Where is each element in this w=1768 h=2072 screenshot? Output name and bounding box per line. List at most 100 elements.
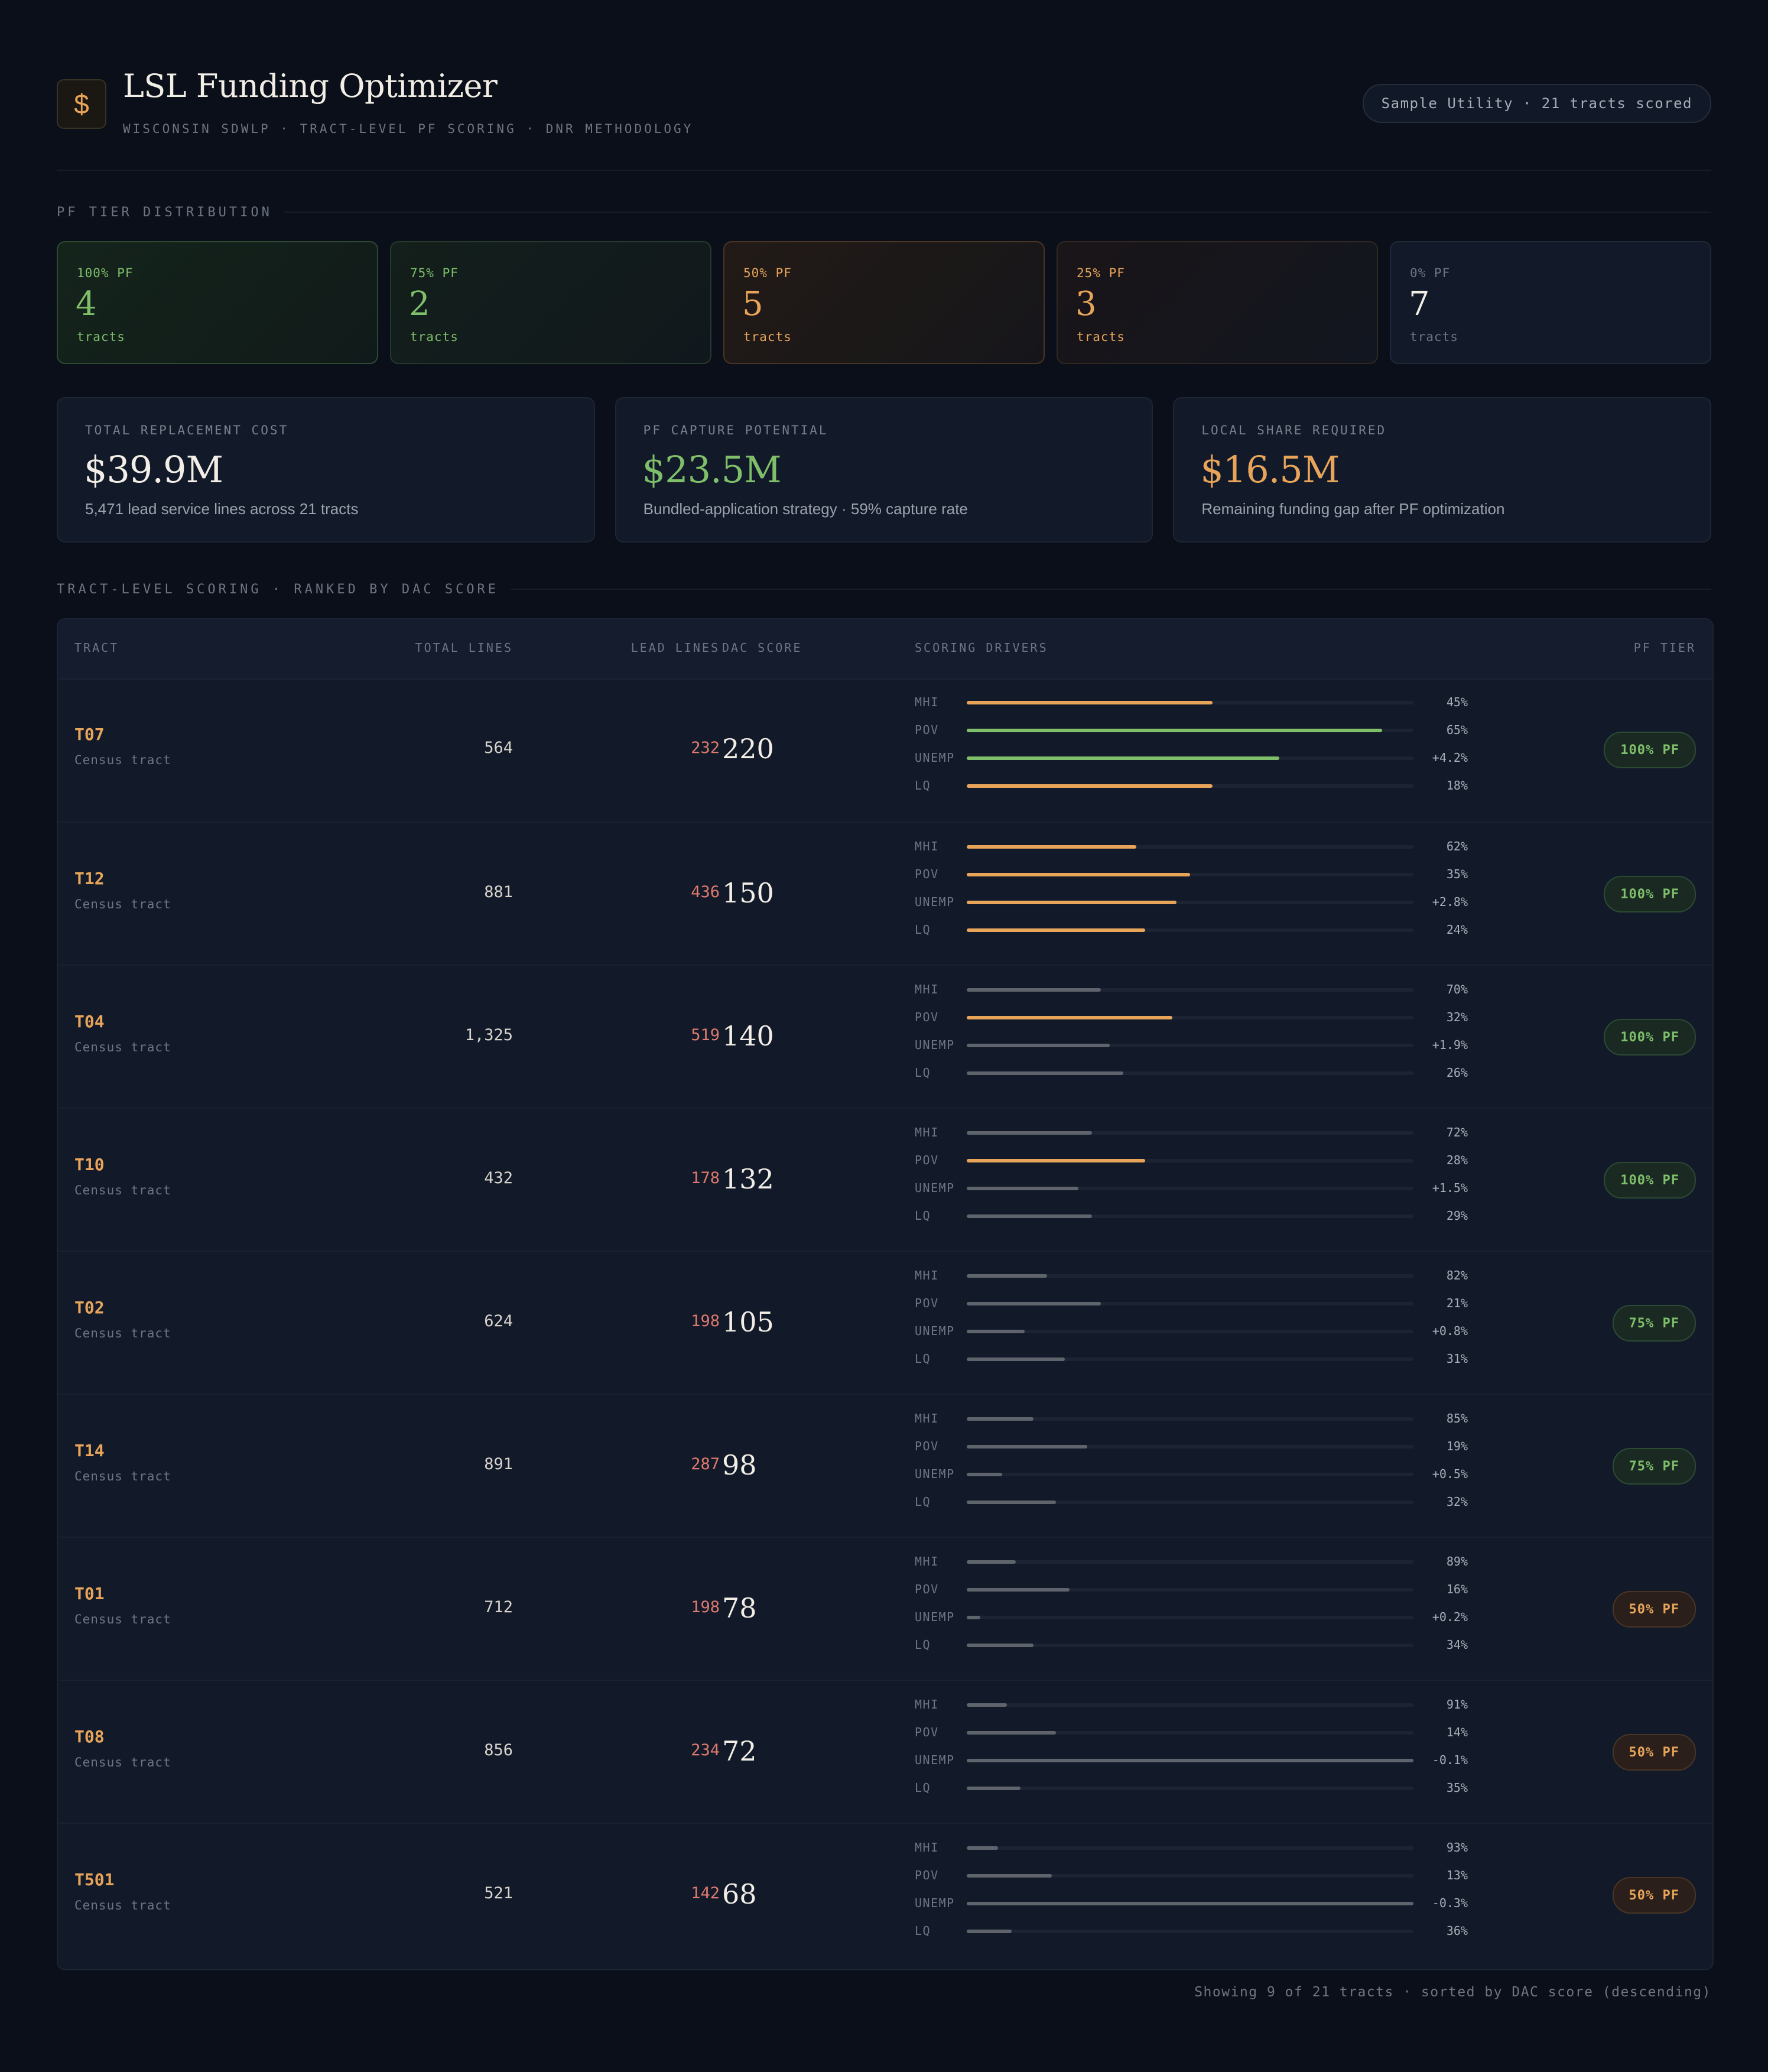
scoring-driver-pov: POV 16%: [915, 1581, 1506, 1599]
tract-subtitle: Census tract: [74, 897, 171, 911]
driver-bar-track: [967, 988, 1413, 992]
tract-id[interactable]: T12: [74, 869, 105, 888]
tract-id[interactable]: T02: [74, 1298, 105, 1317]
table-row[interactable]: T14 Census tract 891 287 98 MHI 85% POV 19% UNEMP…: [58, 1394, 1712, 1538]
driver-value: 32%: [1446, 1495, 1468, 1509]
tier-card-100[interactable]: 100% PF 4 tracts: [57, 241, 378, 364]
tract-id[interactable]: T501: [74, 1870, 115, 1889]
driver-bar-track: [967, 1214, 1413, 1218]
driver-bar-track: [967, 701, 1413, 704]
dac-score-value: 72: [722, 1735, 757, 1767]
scoring-driver-mhi: MHI 72%: [915, 1124, 1506, 1142]
driver-value: +2.8%: [1432, 895, 1468, 909]
pf-tier-badge: 50% PF: [1612, 1877, 1696, 1914]
dac-score-value: 98: [722, 1449, 757, 1481]
column-header-total-lines[interactable]: TOTAL LINES: [415, 641, 513, 655]
driver-bar-track: [967, 1417, 1413, 1421]
driver-value: 89%: [1446, 1554, 1468, 1568]
scoring-driver-lq: LQ 36%: [915, 1922, 1506, 1940]
table-row[interactable]: T08 Census tract 856 234 72 MHI 91% POV 14% UNEMP…: [58, 1680, 1712, 1824]
tier-card-50[interactable]: 50% PF 5 tracts: [723, 241, 1045, 364]
total-lines-value: 432: [484, 1169, 513, 1187]
scoring-driver-pov: POV 65%: [915, 722, 1506, 739]
column-header-tract[interactable]: TRACT: [74, 641, 119, 655]
tier-card-25[interactable]: 25% PF 3 tracts: [1057, 241, 1378, 364]
dac-score-value: 68: [722, 1878, 757, 1910]
tract-id[interactable]: T08: [74, 1727, 105, 1746]
tract-id[interactable]: T04: [74, 1012, 105, 1031]
driver-bar-fill: [967, 1330, 1025, 1333]
tract-subtitle: Census tract: [74, 1898, 171, 1912]
metric-local-share: LOCAL SHARE REQUIRED $16.5M Remaining fu…: [1173, 397, 1712, 543]
driver-bar-fill: [967, 1071, 1123, 1075]
scoring-driver-mhi: MHI 91%: [915, 1696, 1506, 1714]
table-row[interactable]: T01 Census tract 712 198 78 MHI 89% POV 16% UNEMP…: [58, 1537, 1712, 1681]
driver-bar-track: [967, 1616, 1413, 1619]
scoring-driver-unemp: UNEMP +0.8%: [915, 1323, 1506, 1340]
driver-value: 28%: [1446, 1153, 1468, 1167]
driver-label: POV: [915, 1010, 939, 1024]
driver-bar-fill: [967, 873, 1190, 876]
driver-value: 93%: [1446, 1840, 1468, 1855]
driver-bar-fill: [967, 928, 1145, 932]
table-row[interactable]: T10 Census tract 432 178 132 MHI 72% POV 28% UNEM…: [58, 1108, 1712, 1252]
lead-lines-value: 142: [691, 1884, 720, 1902]
driver-bar-fill: [967, 1417, 1034, 1421]
table-row[interactable]: T12 Census tract 881 436 150 MHI 62% POV 35% UNEM…: [58, 821, 1712, 966]
tract-id[interactable]: T07: [74, 725, 105, 744]
driver-bar-fill: [967, 1644, 1034, 1647]
driver-value: 65%: [1446, 723, 1468, 737]
pf-tier-badge: 50% PF: [1612, 1591, 1696, 1628]
tier-section-label: PF TIER DISTRIBUTION: [57, 204, 272, 220]
tier-card-75[interactable]: 75% PF 2 tracts: [390, 241, 711, 364]
scoring-driver-pov: POV 14%: [915, 1724, 1506, 1742]
scoring-driver-unemp: UNEMP +2.8%: [915, 894, 1506, 911]
scoring-driver-unemp: UNEMP +1.9%: [915, 1037, 1506, 1054]
tract-id[interactable]: T10: [74, 1155, 105, 1174]
driver-label: LQ: [915, 923, 931, 937]
driver-value: +4.2%: [1432, 751, 1468, 765]
tract-id[interactable]: T01: [74, 1584, 105, 1603]
scoring-driver-unemp: UNEMP +0.2%: [915, 1609, 1506, 1626]
driver-value: +0.5%: [1432, 1467, 1468, 1481]
table-row[interactable]: T501 Census tract 521 142 68 MHI 93% POV 13% UNEM…: [58, 1823, 1712, 1967]
driver-bar-track: [967, 1874, 1413, 1878]
tier-card-0[interactable]: 0% PF 7 tracts: [1390, 241, 1711, 364]
driver-bar-fill: [967, 1357, 1065, 1361]
tier-label: 50% PF: [743, 266, 792, 280]
driver-bar-track: [967, 1445, 1413, 1449]
driver-label: LQ: [915, 778, 931, 793]
driver-bar-track: [967, 928, 1413, 932]
driver-bar-fill: [967, 1560, 1016, 1564]
column-header-pf-tier[interactable]: PF TIER: [1633, 641, 1696, 655]
tract-id[interactable]: T14: [74, 1441, 105, 1460]
driver-value: 32%: [1446, 1010, 1468, 1024]
driver-bar-fill: [967, 1703, 1007, 1707]
total-lines-value: 624: [484, 1312, 513, 1330]
table-row[interactable]: T04 Census tract 1,325 519 140 MHI 70% POV 32% UN…: [58, 964, 1712, 1109]
metric-description: 5,471 lead service lines across 21 tract…: [85, 500, 359, 518]
driver-bar-fill: [967, 1731, 1056, 1735]
driver-bar-track: [967, 1131, 1413, 1135]
driver-bar-track: [967, 1588, 1413, 1592]
tier-count: 2: [409, 285, 430, 323]
driver-bar-fill: [967, 1187, 1078, 1190]
column-header-dac-score[interactable]: DAC SCORE: [722, 641, 802, 655]
pf-tier-badge: 100% PF: [1604, 732, 1696, 768]
app-header: $ LSL Funding Optimizer WISCONSIN SDWLP …: [57, 65, 1711, 171]
driver-label: MHI: [915, 1840, 939, 1855]
metric-value: $23.5M: [642, 448, 782, 491]
tier-label: 25% PF: [1077, 266, 1125, 280]
pf-tier-badge: 50% PF: [1612, 1734, 1696, 1771]
driver-bar-fill: [967, 1445, 1087, 1449]
driver-bar-fill: [967, 1588, 1070, 1592]
driver-value: -0.3%: [1432, 1896, 1468, 1910]
driver-bar-fill: [967, 1787, 1020, 1790]
lead-lines-value: 436: [691, 883, 720, 901]
column-header-lead-lines[interactable]: LEAD LINES: [630, 641, 720, 655]
dac-score-value: 78: [722, 1592, 757, 1624]
table-row[interactable]: T02 Census tract 624 198 105 MHI 82% POV 21% UNEM…: [58, 1251, 1712, 1395]
driver-value: 35%: [1446, 867, 1468, 881]
driver-value: 82%: [1446, 1268, 1468, 1282]
table-row[interactable]: T07 Census tract 564 232 220 MHI 45% POV 65% UNEM…: [58, 678, 1712, 821]
